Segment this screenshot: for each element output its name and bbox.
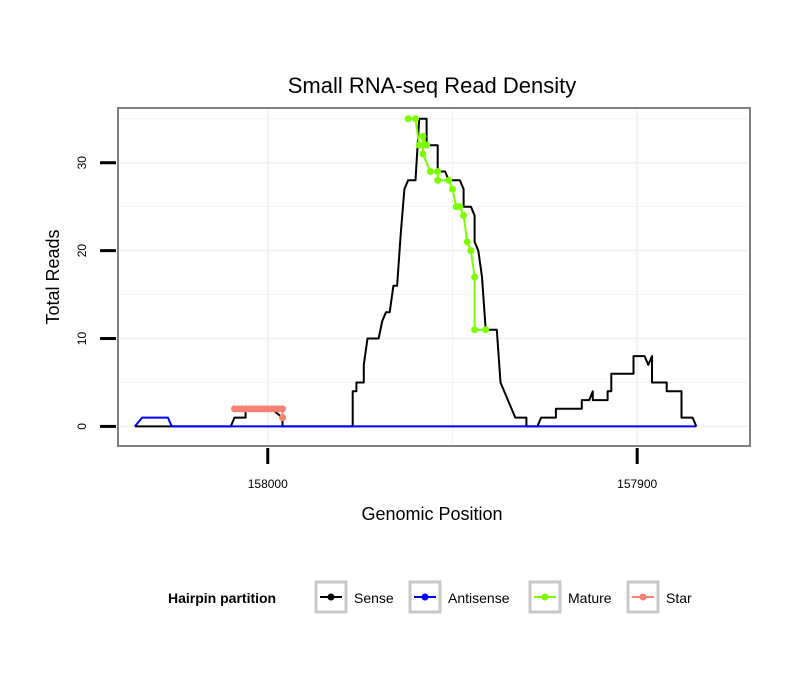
data-point-mature [423, 141, 431, 149]
data-point-mature [434, 176, 442, 184]
data-point-mature [412, 115, 420, 123]
data-point-star [279, 414, 287, 422]
legend-point-star [639, 593, 647, 601]
legend: Hairpin partition Sense Antisense Mature St… [168, 580, 692, 614]
x-axis-label: Genomic Position [361, 504, 502, 524]
data-point-mature [434, 168, 442, 176]
data-point-mature [419, 150, 427, 158]
y-tick-label: 10 [75, 332, 89, 346]
grid-lines [120, 110, 748, 444]
data-point-mature [467, 247, 475, 255]
data-point-mature [471, 273, 479, 281]
y-tick-label: 0 [75, 423, 89, 430]
plot-panel-border [117, 107, 751, 447]
y-axis-label: Total Reads [43, 229, 63, 324]
y-tick-label: 30 [75, 156, 89, 170]
axes: 0 10 20 30 158000 157900 [75, 156, 658, 491]
data-point-mature [456, 203, 464, 211]
data-point-mature [426, 168, 434, 176]
data-point-mature [448, 185, 456, 193]
data-point-mature [471, 326, 479, 334]
data-point-mature [404, 115, 412, 123]
legend-label-antisense: Antisense [448, 590, 510, 606]
data-point-mature [415, 141, 423, 149]
x-tick-label: 157900 [617, 477, 657, 491]
legend-point-mature [541, 593, 549, 601]
legend-label-star: Star [666, 590, 692, 606]
legend-label-mature: Mature [568, 590, 612, 606]
legend-point-antisense [421, 593, 429, 601]
data-point-mature [419, 132, 427, 140]
series-line-antisense [134, 416, 697, 428]
legend-point-sense [327, 593, 335, 601]
data-point-mature [445, 176, 453, 184]
data-point-mature [463, 238, 471, 246]
data-point-mature [482, 326, 490, 334]
x-tick-label: 158000 [248, 477, 288, 491]
data-point-star [279, 405, 287, 413]
legend-title: Hairpin partition [168, 590, 276, 606]
series-line-sense [134, 117, 698, 428]
chart-title: Small RNA-seq Read Density [288, 73, 577, 98]
data-point-mature [460, 211, 468, 219]
legend-label-sense: Sense [354, 590, 394, 606]
series-layer [134, 115, 698, 428]
y-tick-label: 20 [75, 244, 89, 258]
